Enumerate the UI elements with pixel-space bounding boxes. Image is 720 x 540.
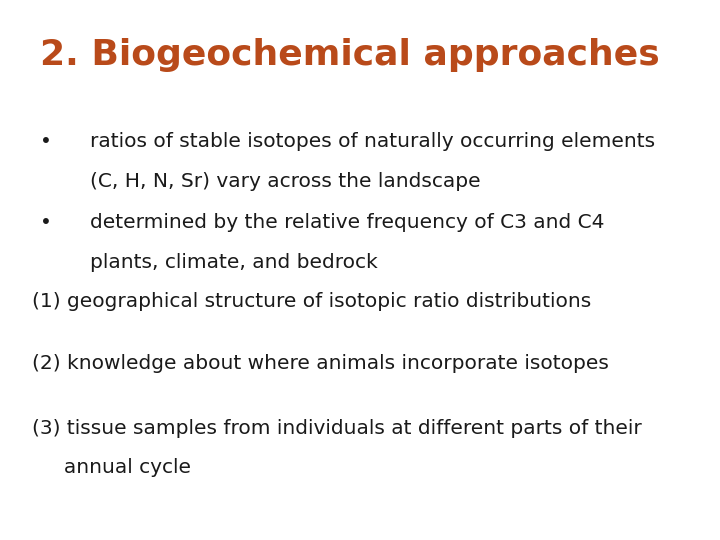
Text: (C, H, N, Sr) vary across the landscape: (C, H, N, Sr) vary across the landscape (90, 172, 481, 191)
Text: determined by the relative frequency of C3 and C4: determined by the relative frequency of … (90, 213, 605, 232)
Text: ratios of stable isotopes of naturally occurring elements: ratios of stable isotopes of naturally o… (90, 132, 655, 151)
Text: (1) geographical structure of isotopic ratio distributions: (1) geographical structure of isotopic r… (32, 292, 592, 310)
Text: annual cycle: annual cycle (32, 458, 192, 477)
Text: (2) knowledge about where animals incorporate isotopes: (2) knowledge about where animals incorp… (32, 354, 609, 373)
Text: plants, climate, and bedrock: plants, climate, and bedrock (90, 253, 378, 272)
Text: •: • (40, 213, 51, 232)
Text: •: • (40, 132, 51, 151)
Text: (3) tissue samples from individuals at different parts of their: (3) tissue samples from individuals at d… (32, 418, 642, 437)
Text: 2. Biogeochemical approaches: 2. Biogeochemical approaches (40, 38, 660, 72)
